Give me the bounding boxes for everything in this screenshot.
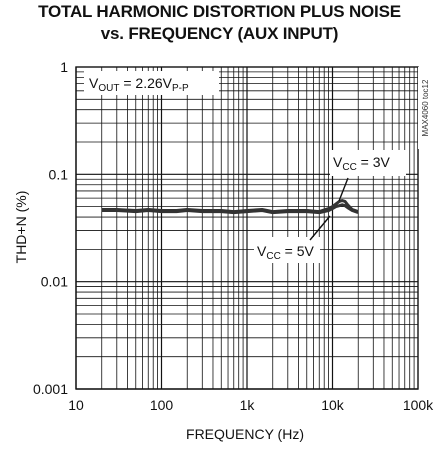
grid-lines [75, 67, 418, 390]
y-tick-label: 0.001 [33, 381, 68, 397]
y-tick-labels: 1 0.1 0.01 0.001 [33, 59, 68, 397]
side-code-label: MAX4060 toc12 [421, 79, 430, 136]
x-tick-label: 10k [321, 397, 345, 413]
x-tick-label: 1k [240, 397, 256, 413]
x-tick-labels: 10 100 1k 10k 100k [68, 397, 434, 413]
chart-title-line-2: vs. FREQUENCY (AUX INPUT) [100, 24, 339, 43]
y-tick-label: 1 [60, 59, 68, 75]
x-tick-label: 10 [68, 397, 84, 413]
vcc3-leader-line [338, 177, 349, 202]
condition-label: VOUT = 2.26VP-P [89, 75, 189, 94]
vcc5-leader-line [309, 215, 331, 241]
y-tick-label: 0.1 [49, 166, 69, 182]
x-tick-label: 100k [403, 397, 434, 413]
vcc5-label-background [254, 237, 320, 263]
vcc3-label-background [330, 150, 406, 176]
condition-label-background [84, 71, 219, 95]
side-code-background [418, 67, 432, 149]
chart-title-line-1: TOTAL HARMONIC DISTORTION PLUS NOISE [38, 2, 401, 21]
series-lines [101, 199, 359, 215]
series-line-vcc-5v [101, 203, 359, 215]
y-tick-label: 0.01 [41, 274, 68, 290]
x-axis-title: FREQUENCY (Hz) [186, 426, 304, 442]
vcc5-label: VCC = 5V [257, 243, 315, 262]
y-axis-title: THD+N (%) [13, 191, 29, 264]
plot-frame [75, 66, 419, 390]
vcc3-label: VCC = 3V [333, 154, 391, 173]
x-tick-label: 100 [150, 397, 174, 413]
